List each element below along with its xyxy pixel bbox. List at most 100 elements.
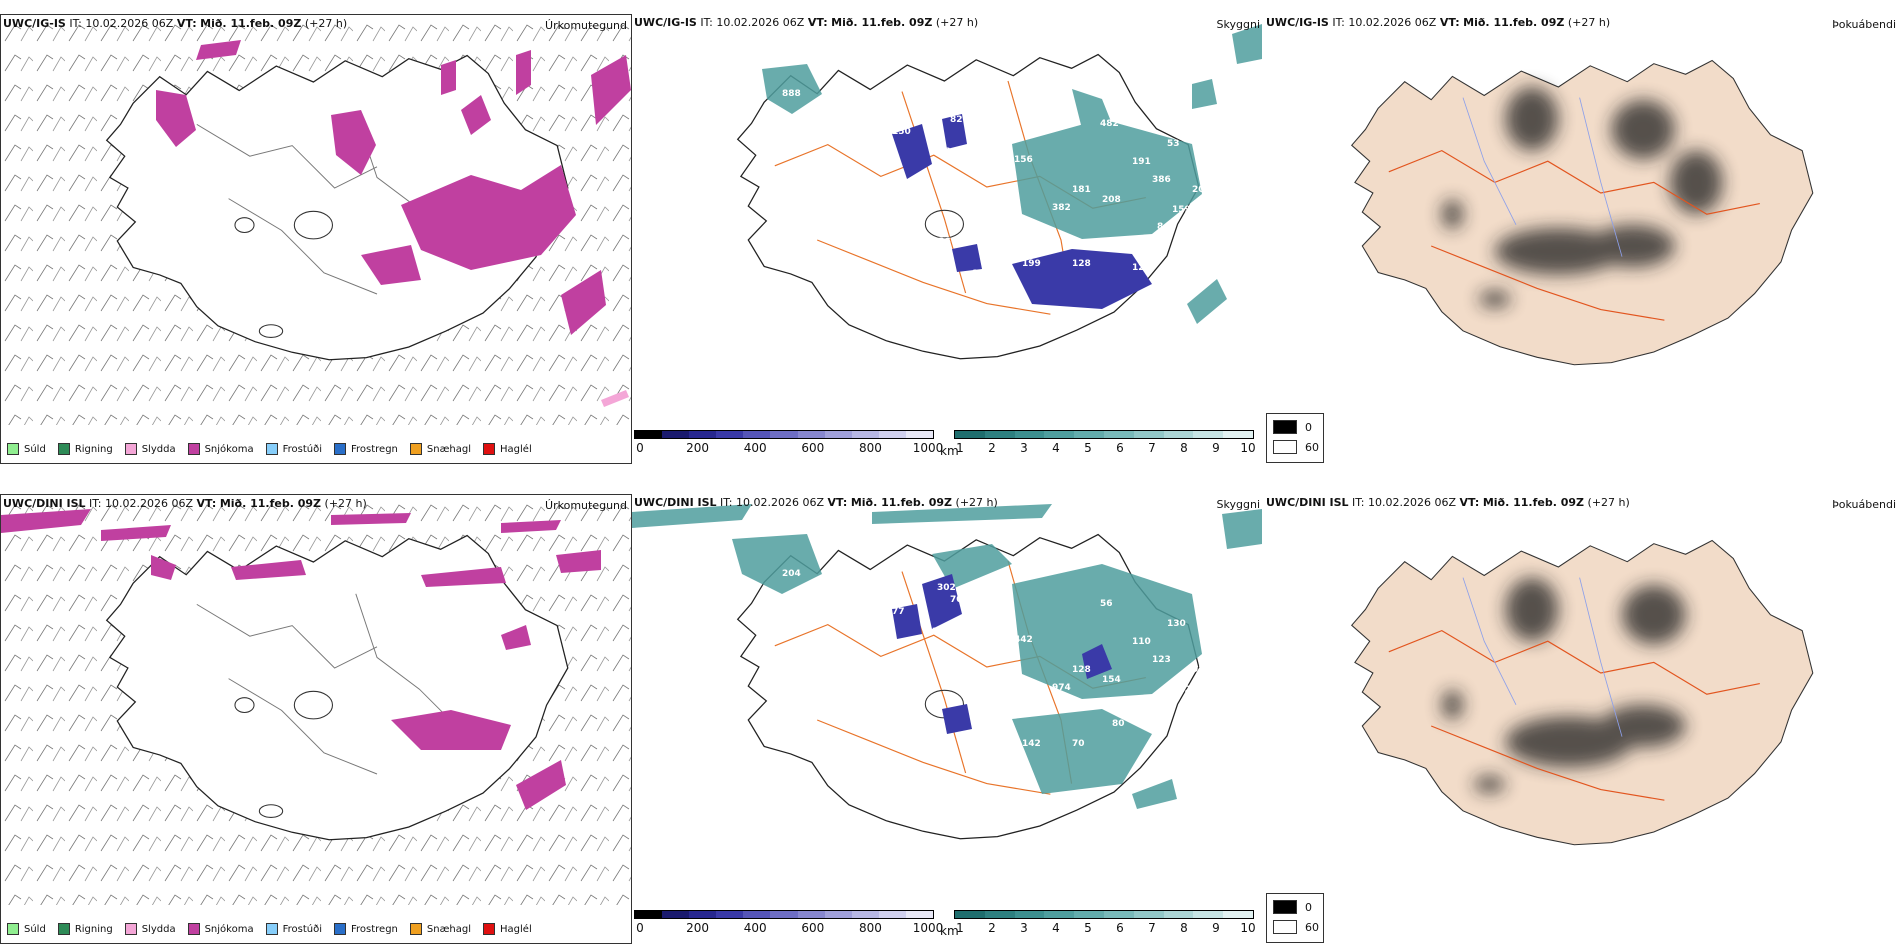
colorbar-step [635, 431, 663, 438]
cloud-base-value: 386 [1152, 175, 1171, 185]
cloud-base-value: 294 [937, 103, 956, 113]
colorbar-tick-label: 400 [743, 441, 767, 455]
fog-legend-item: 0 [1273, 900, 1323, 914]
legend-swatch [334, 443, 346, 455]
colorbar-step [1193, 431, 1224, 438]
colorbar-step [716, 431, 744, 438]
fog-swatch [1273, 900, 1297, 914]
colorbar-tick-label: 9 [1212, 921, 1220, 935]
legend-item: Rigning [57, 923, 113, 935]
colorbar-tick-label: 600 [801, 921, 825, 935]
colorbar-step [824, 431, 852, 438]
legend-swatch [265, 443, 278, 455]
panel-title: UWC/DINI ISL IT: 10.02.2026 06Z VT: Mið.… [3, 497, 367, 510]
colorbar-step [797, 911, 825, 918]
colorbar-tick-label: 9 [1212, 441, 1220, 455]
colorbar-tick-label: 5 [1084, 921, 1092, 935]
legend-item: Frostúði [265, 443, 322, 455]
colorbar-tick-label: 2 [988, 921, 996, 935]
visibility-panel-ig: 888 150 294 82 123 156 482 191 53 386 202 159 181 208… [632, 14, 1264, 464]
visibility-colorbar: 1 2 3 4 5 6 7 8 9 10 km [940, 430, 1256, 460]
variable-label: Þokuábendi [1832, 18, 1896, 31]
colorbar-step [955, 911, 985, 918]
colorbar-step [1223, 911, 1253, 918]
snow-areas-ig [156, 40, 631, 335]
colorbar-tick-label: 600 [801, 441, 825, 455]
legend-item: Snjókoma [187, 443, 254, 455]
cloud-base-value: 154 [1102, 675, 1121, 685]
snow-areas-dini [1, 509, 601, 810]
colorbar-tick-label: 8 [1180, 921, 1188, 935]
colorbar-tick-label: 1 [956, 921, 964, 935]
visibility-unit: km [940, 444, 959, 458]
cloud-base-value: 181 [1072, 185, 1091, 195]
legend-item: Haglél [483, 923, 532, 935]
colorbar-step [1074, 911, 1104, 918]
legend-item: Snjókoma [187, 923, 254, 935]
colorbar-step [984, 431, 1015, 438]
legend-swatch [124, 443, 137, 455]
cloud-base-areas-dini [892, 574, 1112, 734]
colorbar-tick-label: 800 [858, 921, 882, 935]
colorbar-tick-label: 2 [988, 441, 996, 455]
cloud-base-value: 53 [1167, 139, 1180, 149]
fog-map-ig [1351, 59, 1814, 366]
panel-title: UWC/IG-IS IT: 10.02.2026 06Z VT: Mið. 11… [634, 16, 979, 29]
colorbar-step [1074, 431, 1104, 438]
variable-label: Þokuábendi [1832, 498, 1896, 511]
fog-swatch [1273, 440, 1297, 454]
colorbar-tick-label: 6 [1116, 441, 1124, 455]
cloud-base-value: 199 [1022, 259, 1041, 269]
colorbar-step [851, 431, 879, 438]
legend-item: Snæhagl [409, 923, 471, 935]
fog-map-dini [1351, 539, 1814, 846]
fog-swatch [1273, 920, 1297, 934]
colorbar-tick-label: 10 [1240, 921, 1256, 935]
legend-swatch [57, 923, 70, 935]
cloud-base-value: 136 [932, 237, 951, 247]
colorbar-tick-label: 10 [1240, 441, 1256, 455]
fog-legend-item: 60 [1273, 440, 1323, 454]
legend-swatch [7, 923, 19, 935]
precip-type-panel-ig: UWC/IG-IS IT: 10.02.2026 06Z VT: Mið. 11… [0, 14, 632, 464]
colorbar-step [797, 431, 825, 438]
low-visibility-areas-ig [762, 24, 1262, 324]
legend-swatch [483, 443, 496, 455]
legend-swatch [409, 443, 422, 455]
legend-swatch [187, 923, 200, 935]
precip-map-dini [1, 495, 631, 905]
colorbar-step [824, 911, 852, 918]
precip-legend: Súld Rigning Slydda Snjókoma Frostúði Fr… [7, 923, 532, 935]
colorbar-tick-label: 7 [1148, 441, 1156, 455]
legend-swatch [57, 443, 70, 455]
variable-label: Skyggni [1216, 18, 1260, 31]
cloud-base-value: 258 [932, 627, 951, 637]
legend-swatch [124, 923, 137, 935]
colorbar-step [1133, 431, 1164, 438]
legend-item: Rigning [57, 443, 113, 455]
colorbar-tick-label: 400 [743, 921, 767, 935]
colorbar-tick-label: 3 [1020, 441, 1028, 455]
colorbar-step [770, 431, 798, 438]
cloud-base-value: 974 [1052, 683, 1071, 693]
legend-item: Haglél [483, 443, 532, 455]
colorbar-step [1223, 431, 1253, 438]
colorbar-tick-label: 0 [636, 921, 644, 935]
cloud-base-value: 93 [1192, 665, 1205, 675]
precip-map-ig [1, 15, 631, 425]
colorbar-step [1103, 431, 1134, 438]
colorbar-step [1163, 911, 1194, 918]
fog-legend-ig: 0 60 [1266, 413, 1324, 463]
legend-item: Snæhagl [409, 443, 471, 455]
cloud-base-value: 123 [932, 147, 951, 157]
cloud-base-areas-ig [892, 114, 1152, 309]
legend-item: Slydda [124, 443, 176, 455]
cloud-base-value: 382 [1052, 203, 1071, 213]
colorbar-step [1133, 911, 1164, 918]
cloud-base-value: 130 [1167, 619, 1186, 629]
visibility-unit: km [940, 924, 959, 938]
